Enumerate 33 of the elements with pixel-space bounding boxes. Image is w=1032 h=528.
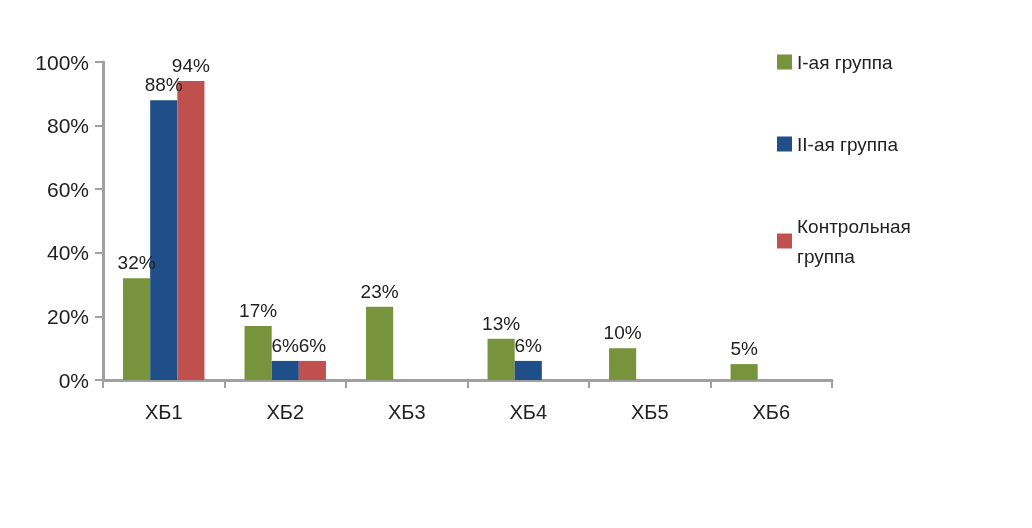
data-label: 6% — [271, 334, 300, 356]
bar — [609, 348, 637, 380]
bar — [514, 360, 542, 380]
legend-label: II-ая группа — [797, 133, 899, 155]
legend-label: Контрольная группа — [797, 215, 911, 267]
x-tick-label: ХБ5 — [630, 401, 669, 423]
x-tick-label: ХБ6 — [752, 401, 791, 423]
x-tick-label: ХБ4 — [509, 401, 548, 423]
bar — [244, 325, 272, 380]
y-tick-label: 60% — [46, 177, 89, 201]
y-tick-label: 40% — [46, 241, 89, 265]
data-label: 10% — [603, 322, 642, 344]
y-tick-label: 20% — [46, 304, 89, 328]
data-label: 6% — [298, 334, 327, 356]
x-tick-label: ХБ3 — [387, 401, 426, 423]
y-tick-label: 80% — [46, 114, 89, 138]
y-tick-label: 0% — [58, 368, 89, 392]
bar — [487, 338, 515, 380]
data-label: 23% — [360, 280, 399, 302]
legend-label: I-ая группа — [797, 51, 894, 73]
bar — [298, 360, 326, 380]
y-tick-label: 100% — [35, 50, 89, 74]
x-tick-label: ХБ2 — [266, 401, 305, 423]
data-label: 6% — [514, 334, 543, 356]
bar — [730, 364, 758, 380]
data-label: 17% — [239, 299, 278, 321]
bar — [366, 306, 394, 380]
bar — [123, 278, 151, 380]
data-label: 5% — [730, 338, 758, 360]
bar — [271, 360, 299, 380]
x-tick-label: ХБ1 — [144, 401, 183, 423]
data-label: 13% — [482, 312, 521, 334]
data-label: 94% — [171, 55, 210, 77]
